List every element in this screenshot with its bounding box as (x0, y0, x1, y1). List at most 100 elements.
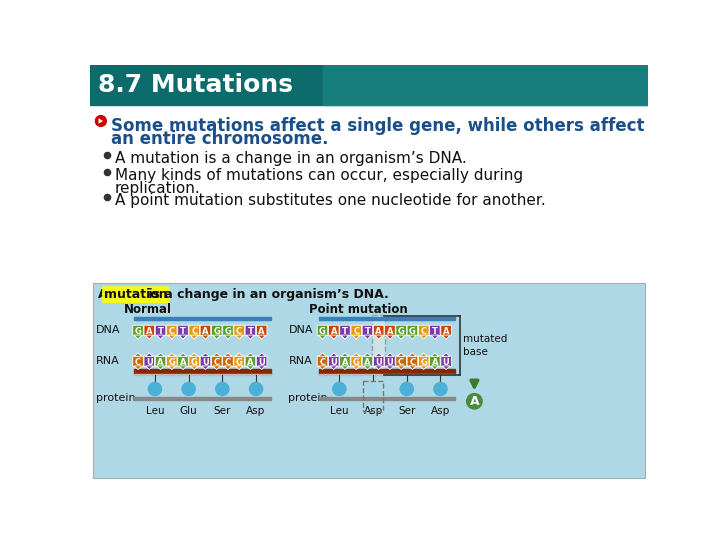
FancyBboxPatch shape (396, 356, 406, 367)
Bar (134, 374, 271, 375)
FancyBboxPatch shape (256, 325, 267, 336)
Polygon shape (319, 335, 326, 339)
Circle shape (400, 382, 413, 395)
FancyBboxPatch shape (256, 356, 267, 367)
FancyBboxPatch shape (374, 356, 384, 367)
FancyBboxPatch shape (212, 356, 222, 367)
Polygon shape (213, 353, 220, 356)
Text: U: U (443, 357, 449, 367)
Polygon shape (258, 353, 266, 356)
Circle shape (434, 382, 447, 395)
Bar (372, 315, 385, 375)
Text: G: G (235, 357, 243, 367)
Text: RNA: RNA (96, 356, 120, 366)
Polygon shape (442, 353, 450, 356)
Bar (319, 316, 455, 320)
Text: T: T (248, 327, 253, 336)
Text: A: A (431, 357, 438, 367)
Bar (134, 397, 271, 400)
Text: C: C (214, 357, 220, 367)
FancyBboxPatch shape (318, 356, 328, 367)
Polygon shape (235, 366, 243, 369)
FancyBboxPatch shape (328, 356, 339, 367)
FancyBboxPatch shape (166, 325, 177, 336)
Text: DNA: DNA (289, 326, 313, 335)
Polygon shape (408, 366, 416, 369)
Text: G: G (397, 327, 405, 336)
Polygon shape (386, 335, 394, 339)
Text: A: A (387, 327, 393, 336)
Bar (90, 65, 648, 105)
Bar (134, 316, 271, 320)
Polygon shape (431, 353, 438, 356)
Circle shape (333, 382, 346, 395)
Polygon shape (202, 366, 210, 369)
Text: A: A (330, 327, 337, 336)
Bar (363, 381, 383, 410)
Text: Ser: Ser (214, 406, 231, 416)
Polygon shape (190, 353, 198, 356)
Polygon shape (341, 366, 349, 369)
Polygon shape (168, 335, 176, 339)
Polygon shape (213, 366, 220, 369)
Polygon shape (397, 353, 405, 356)
Polygon shape (157, 335, 164, 339)
FancyBboxPatch shape (351, 325, 361, 336)
Polygon shape (134, 335, 142, 339)
Text: G: G (168, 357, 175, 367)
Polygon shape (134, 353, 142, 356)
FancyBboxPatch shape (362, 325, 373, 336)
Text: Point mutation: Point mutation (309, 303, 408, 316)
Polygon shape (352, 353, 360, 356)
Polygon shape (145, 366, 153, 369)
Text: Asp: Asp (364, 406, 383, 416)
Circle shape (216, 382, 229, 395)
Text: an entire chromosome.: an entire chromosome. (111, 130, 328, 148)
FancyBboxPatch shape (418, 325, 429, 336)
Text: Leu: Leu (145, 406, 164, 416)
Polygon shape (224, 353, 232, 356)
Text: T: T (432, 327, 438, 336)
Text: G: G (353, 357, 360, 367)
Polygon shape (352, 335, 360, 339)
FancyBboxPatch shape (144, 325, 155, 336)
FancyBboxPatch shape (234, 325, 245, 336)
Text: C: C (135, 357, 141, 367)
Polygon shape (224, 335, 232, 339)
Text: A: A (180, 357, 186, 367)
FancyBboxPatch shape (384, 356, 395, 367)
FancyBboxPatch shape (340, 356, 350, 367)
Bar (319, 397, 455, 400)
Text: A: A (258, 327, 265, 336)
Text: C: C (236, 327, 242, 336)
Polygon shape (408, 335, 416, 339)
Text: T: T (364, 327, 370, 336)
Polygon shape (352, 366, 360, 369)
FancyBboxPatch shape (407, 325, 418, 336)
Polygon shape (224, 366, 232, 369)
Polygon shape (442, 335, 450, 339)
FancyBboxPatch shape (340, 325, 350, 336)
FancyBboxPatch shape (384, 325, 395, 336)
FancyBboxPatch shape (222, 325, 233, 336)
Text: A point mutation substitutes one nucleotide for another.: A point mutation substitutes one nucleot… (114, 193, 546, 208)
Polygon shape (213, 335, 220, 339)
Text: 8.7 Mutations: 8.7 Mutations (98, 73, 293, 97)
FancyBboxPatch shape (234, 356, 245, 367)
Text: A: A (342, 357, 348, 367)
FancyBboxPatch shape (156, 356, 166, 367)
Polygon shape (375, 335, 382, 339)
Text: Ser: Ser (398, 406, 415, 416)
Bar (319, 374, 455, 375)
Polygon shape (364, 366, 372, 369)
Polygon shape (145, 353, 153, 356)
Text: T: T (342, 327, 348, 336)
FancyBboxPatch shape (189, 325, 199, 336)
Polygon shape (168, 366, 176, 369)
Polygon shape (408, 353, 416, 356)
FancyBboxPatch shape (156, 325, 166, 336)
Polygon shape (341, 353, 349, 356)
Polygon shape (364, 353, 372, 356)
Circle shape (366, 382, 379, 395)
Polygon shape (420, 353, 428, 356)
